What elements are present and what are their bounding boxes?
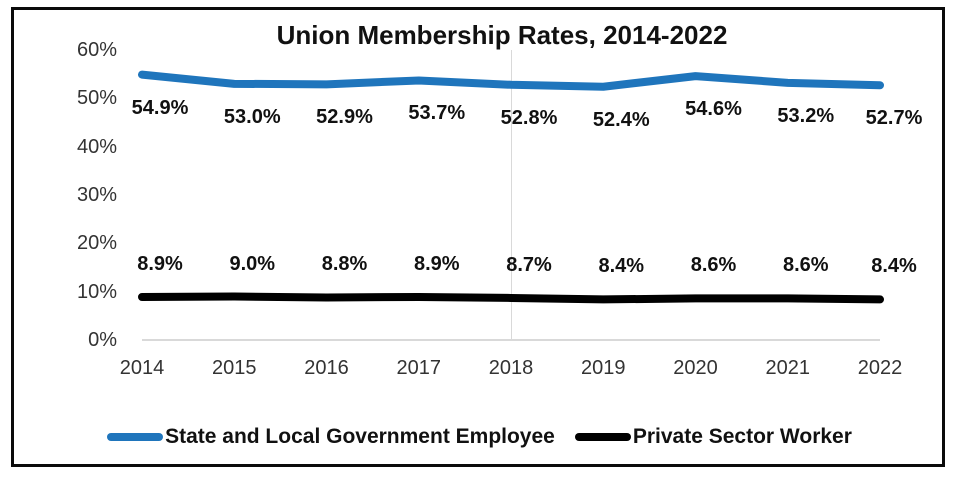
y-tick-label: 20% [76, 232, 117, 255]
x-tick-label: 2019 [581, 357, 626, 379]
chart-frame-border [11, 7, 945, 467]
legend-item: Private Sector Worker [574, 424, 852, 450]
legend-label: State and Local Government Employee [165, 425, 555, 448]
x-tick-label: 2021 [765, 357, 811, 379]
y-tick-label: 30% [76, 184, 117, 206]
x-tick-label: 2016 [304, 357, 349, 379]
legend-item: State and Local Government Employee [107, 424, 555, 450]
x-tick-label: 2018 [488, 357, 534, 379]
x-tick-label: 2014 [119, 357, 165, 379]
x-tick-label: 2015 [212, 357, 257, 379]
y-tick-label: 0% [88, 329, 117, 351]
y-tick-label: 60% [76, 39, 117, 61]
x-tick-label: 2020 [673, 357, 718, 379]
x-axis-baseline [142, 339, 880, 341]
x-tick-label: 2022 [857, 357, 903, 379]
legend-line-swatch [107, 433, 164, 441]
legend: State and Local Government Employee Priva… [14, 424, 945, 450]
chart-title: Union Membership Rates, 2014-2022 [276, 20, 728, 50]
x-tick-label: 2017 [396, 357, 442, 379]
legend-line-swatch [574, 433, 631, 441]
legend-label: Private Sector Worker [632, 425, 852, 448]
y-tick-label: 40% [76, 135, 117, 158]
y-tick-label: 50% [76, 87, 117, 110]
vertical-gridline [511, 50, 512, 340]
y-tick-label: 10% [76, 280, 117, 303]
